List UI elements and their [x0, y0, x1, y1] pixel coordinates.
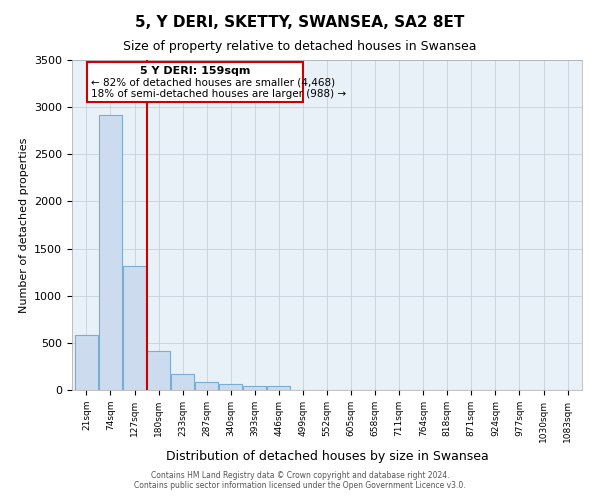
- Y-axis label: Number of detached properties: Number of detached properties: [19, 138, 29, 312]
- Text: 5 Y DERI: 159sqm: 5 Y DERI: 159sqm: [140, 66, 250, 76]
- Bar: [75, 336, 98, 390]
- Text: 18% of semi-detached houses are larger (988) →: 18% of semi-detached houses are larger (…: [91, 90, 346, 100]
- Text: Size of property relative to detached houses in Swansea: Size of property relative to detached ho…: [123, 40, 477, 53]
- Bar: [268, 386, 290, 390]
- Text: 5, Y DERI, SKETTY, SWANSEA, SA2 8ET: 5, Y DERI, SKETTY, SWANSEA, SA2 8ET: [136, 15, 464, 30]
- Bar: [195, 382, 218, 390]
- Bar: [147, 351, 170, 390]
- Bar: [87, 62, 303, 102]
- Bar: [99, 114, 122, 390]
- Bar: [220, 384, 242, 390]
- Bar: [244, 386, 266, 390]
- Bar: [171, 374, 194, 390]
- Bar: [123, 266, 146, 390]
- X-axis label: Distribution of detached houses by size in Swansea: Distribution of detached houses by size …: [166, 450, 488, 463]
- Text: ← 82% of detached houses are smaller (4,468): ← 82% of detached houses are smaller (4,…: [91, 77, 335, 87]
- Text: Contains HM Land Registry data © Crown copyright and database right 2024.
Contai: Contains HM Land Registry data © Crown c…: [134, 470, 466, 490]
